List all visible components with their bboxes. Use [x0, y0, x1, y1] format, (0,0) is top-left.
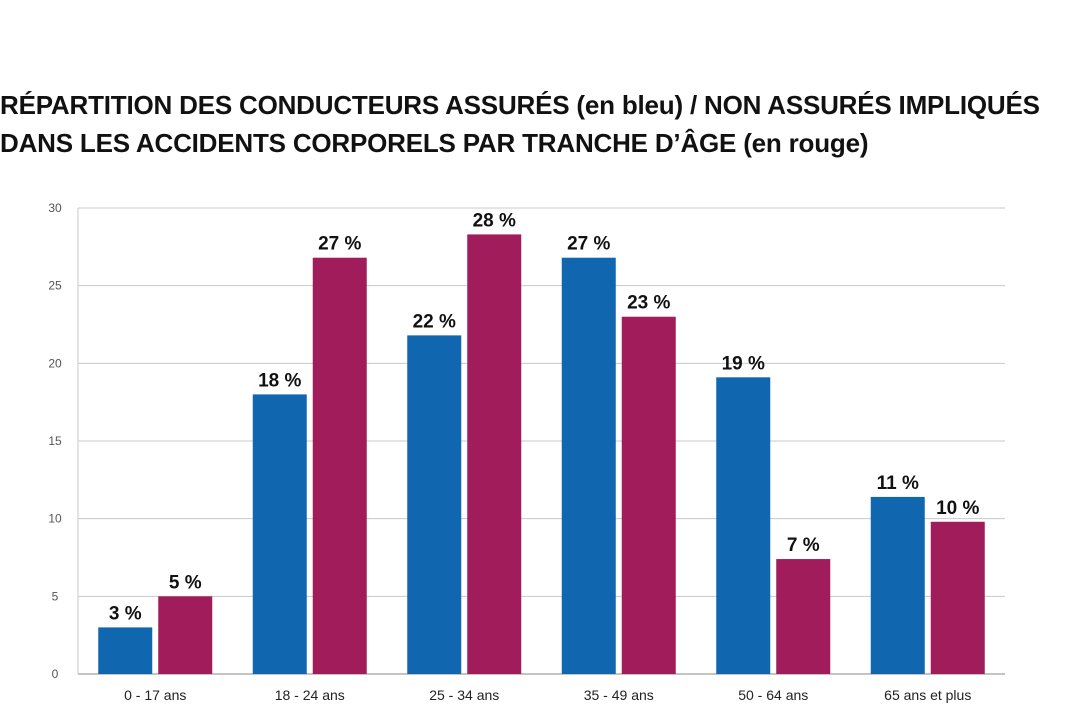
y-tick-label: 10	[48, 512, 62, 526]
data-label: 10 %	[936, 498, 979, 519]
x-tick-label: 65 ans et plus	[884, 687, 971, 703]
bar-series-2	[621, 316, 676, 674]
x-tick-label: 0 - 17 ans	[124, 687, 186, 703]
x-tick-label: 35 - 49 ans	[584, 687, 654, 703]
y-tick-label: 0	[52, 667, 59, 681]
data-labels: 3 % 5 % 18 % 27 % 22 % 28 % 27 % 23 % 19 % 7 % 11 …	[109, 210, 980, 624]
chart-title-line-2: DANS LES ACCIDENTS CORPORELS PAR TRANCHE…	[0, 128, 869, 158]
y-tick-label: 15	[48, 434, 62, 448]
bar-series-1	[252, 394, 307, 674]
y-tick-label: 30	[48, 201, 62, 215]
bar-series-1	[716, 377, 771, 674]
bar-series-2	[467, 234, 522, 674]
data-label: 27 %	[318, 234, 361, 255]
bar-series-2	[776, 559, 831, 674]
y-tick-label: 25	[48, 279, 62, 293]
bar-series-1	[98, 627, 153, 674]
bar-series-1	[870, 496, 925, 674]
bar-series-2	[930, 521, 985, 674]
chart-title: RÉPARTITION DES CONDUCTEURS ASSURÉS (en …	[0, 86, 1080, 162]
y-axis: 0 5 10 15 20 25 30	[48, 201, 79, 681]
x-tick-label: 25 - 34 ans	[429, 687, 499, 703]
x-tick-label: 50 - 64 ans	[738, 687, 808, 703]
bar-series-2	[312, 257, 367, 674]
data-label: 22 %	[413, 311, 456, 332]
data-label: 3 %	[109, 603, 142, 624]
bars	[98, 234, 985, 674]
gridlines	[78, 207, 1005, 675]
data-label: 5 %	[169, 572, 202, 593]
bar-series-2	[158, 596, 213, 674]
data-label: 7 %	[787, 535, 820, 556]
data-label: 18 %	[258, 370, 301, 391]
data-label: 27 %	[567, 234, 610, 255]
data-label: 11 %	[877, 473, 919, 494]
bar-series-1	[407, 335, 462, 674]
y-tick-label: 5	[52, 589, 59, 603]
x-tick-label: 18 - 24 ans	[275, 687, 345, 703]
data-label: 23 %	[627, 293, 670, 314]
data-label: 28 %	[473, 210, 516, 231]
chart-title-line-1: RÉPARTITION DES CONDUCTEURS ASSURÉS (en …	[0, 90, 1040, 120]
x-axis: 0 - 17 ans 18 - 24 ans 25 - 34 ans 35 - 49 …	[124, 687, 971, 703]
bar-series-1	[561, 257, 616, 674]
y-tick-label: 20	[48, 356, 62, 370]
data-label: 19 %	[722, 353, 765, 374]
